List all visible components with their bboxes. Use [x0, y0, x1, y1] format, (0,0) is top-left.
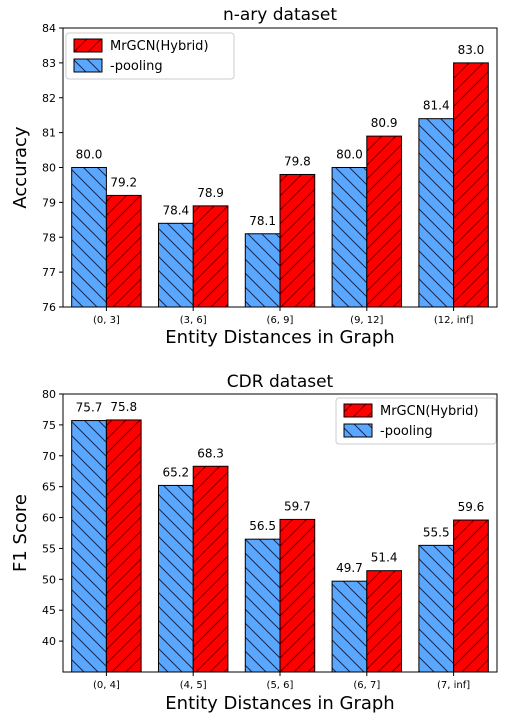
data-label: 79.8 [284, 154, 311, 168]
y-tick-label: 70 [42, 450, 56, 463]
y-tick-label: 75 [42, 419, 56, 432]
data-label: 79.2 [110, 175, 137, 189]
bar-hybrid [366, 135, 403, 308]
x-tick-label: (5, 6] [267, 680, 294, 691]
y-tick-label: 78 [42, 231, 56, 244]
data-label: 51.4 [371, 551, 398, 565]
y-tick-label: 81 [42, 127, 56, 140]
data-label: 81.4 [423, 99, 450, 113]
data-label: 80.0 [336, 148, 363, 162]
y-axis-label: Accuracy [10, 126, 31, 209]
bar-hybrid [105, 194, 142, 308]
data-label: 59.7 [284, 499, 311, 513]
legend-box [335, 397, 497, 445]
bar-pooling [157, 484, 194, 673]
y-axis-label: F1 Score [10, 494, 31, 572]
y-tick-label: 76 [42, 301, 56, 314]
data-label: 83.0 [458, 43, 485, 57]
bar-pooling [331, 580, 368, 673]
data-label: 78.1 [249, 214, 276, 228]
x-tick-label: (3, 6] [180, 315, 207, 326]
y-tick-label: 84 [42, 22, 56, 35]
bar-pooling [418, 118, 455, 308]
x-tick-label: (12, inf] [434, 315, 474, 326]
chart-title: CDR dataset [227, 372, 334, 392]
bar-hybrid [279, 518, 316, 673]
x-tick-label: (6, 7] [353, 680, 380, 691]
data-label: 59.6 [458, 500, 485, 514]
bar-hybrid [192, 465, 229, 673]
bar-hybrid [279, 173, 316, 308]
data-label: 78.4 [162, 203, 189, 217]
y-tick-label: 77 [42, 266, 56, 279]
legend-swatch-hybrid [343, 403, 373, 418]
y-tick-label: 80 [42, 388, 56, 401]
legend-label: MrGCN(Hybrid) [110, 39, 209, 54]
x-tick-label: (4, 5] [180, 680, 207, 691]
bar-hybrid [105, 419, 142, 673]
legend-swatch-hybrid [73, 38, 103, 53]
x-axis-label: Entity Distances in Graph [165, 693, 394, 714]
bar-hybrid [366, 570, 403, 673]
bar-pooling [244, 233, 281, 308]
y-tick-label: 82 [42, 92, 56, 105]
data-label: 55.5 [423, 525, 450, 539]
legend-label: -pooling [380, 424, 433, 439]
y-tick-label: 50 [42, 573, 56, 586]
legend-swatch-pooling [73, 58, 103, 73]
data-label: 49.7 [336, 561, 363, 575]
y-tick-label: 65 [42, 481, 56, 494]
bar-pooling [71, 420, 107, 673]
bar-pooling [418, 544, 455, 673]
data-label: 68.3 [197, 446, 224, 460]
x-tick-label: (0, 3] [93, 315, 120, 326]
data-label: 78.9 [197, 186, 224, 200]
y-tick-label: 45 [42, 604, 56, 617]
y-tick-label: 40 [42, 635, 56, 648]
chart-title: n-ary dataset [223, 5, 337, 25]
data-label: 75.8 [110, 400, 137, 414]
bar-hybrid [453, 519, 489, 673]
x-tick-label: (6, 9] [267, 315, 294, 326]
data-label: 56.5 [249, 519, 276, 533]
data-label: 75.7 [76, 401, 103, 415]
bar-pooling [71, 167, 107, 308]
bar-pooling [244, 538, 281, 673]
chart-panel-2: CDR dataset 75.7 65.2 56.5 49.7 55.5 75.8 68.3 5… [10, 372, 498, 714]
x-tick-label: (0, 4] [93, 680, 120, 691]
legend-box [65, 32, 235, 80]
y-tick-label: 83 [42, 57, 56, 70]
x-axis-label: Entity Distances in Graph [165, 327, 394, 348]
y-tick-label: 80 [42, 162, 56, 175]
data-label: 80.0 [76, 148, 103, 162]
x-tick-label: (7, inf] [437, 680, 470, 691]
legend-swatch-pooling [343, 423, 373, 438]
bar-hybrid [453, 62, 489, 308]
bar-hybrid [192, 205, 229, 308]
y-tick-label: 55 [42, 542, 56, 555]
x-tick-label: (9, 12] [350, 315, 383, 326]
chart-panel-1: n-ary dataset 80.0 78.4 78.1 80.0 81.4 79.2 78.… [10, 5, 498, 348]
legend-label: MrGCN(Hybrid) [380, 404, 479, 419]
y-tick-label: 60 [42, 512, 56, 525]
data-label: 80.9 [371, 116, 398, 130]
legend-label: -pooling [110, 59, 163, 74]
y-tick-label: 79 [42, 196, 56, 209]
bar-pooling [157, 222, 194, 308]
data-label: 65.2 [162, 465, 189, 479]
bar-pooling [331, 167, 368, 308]
